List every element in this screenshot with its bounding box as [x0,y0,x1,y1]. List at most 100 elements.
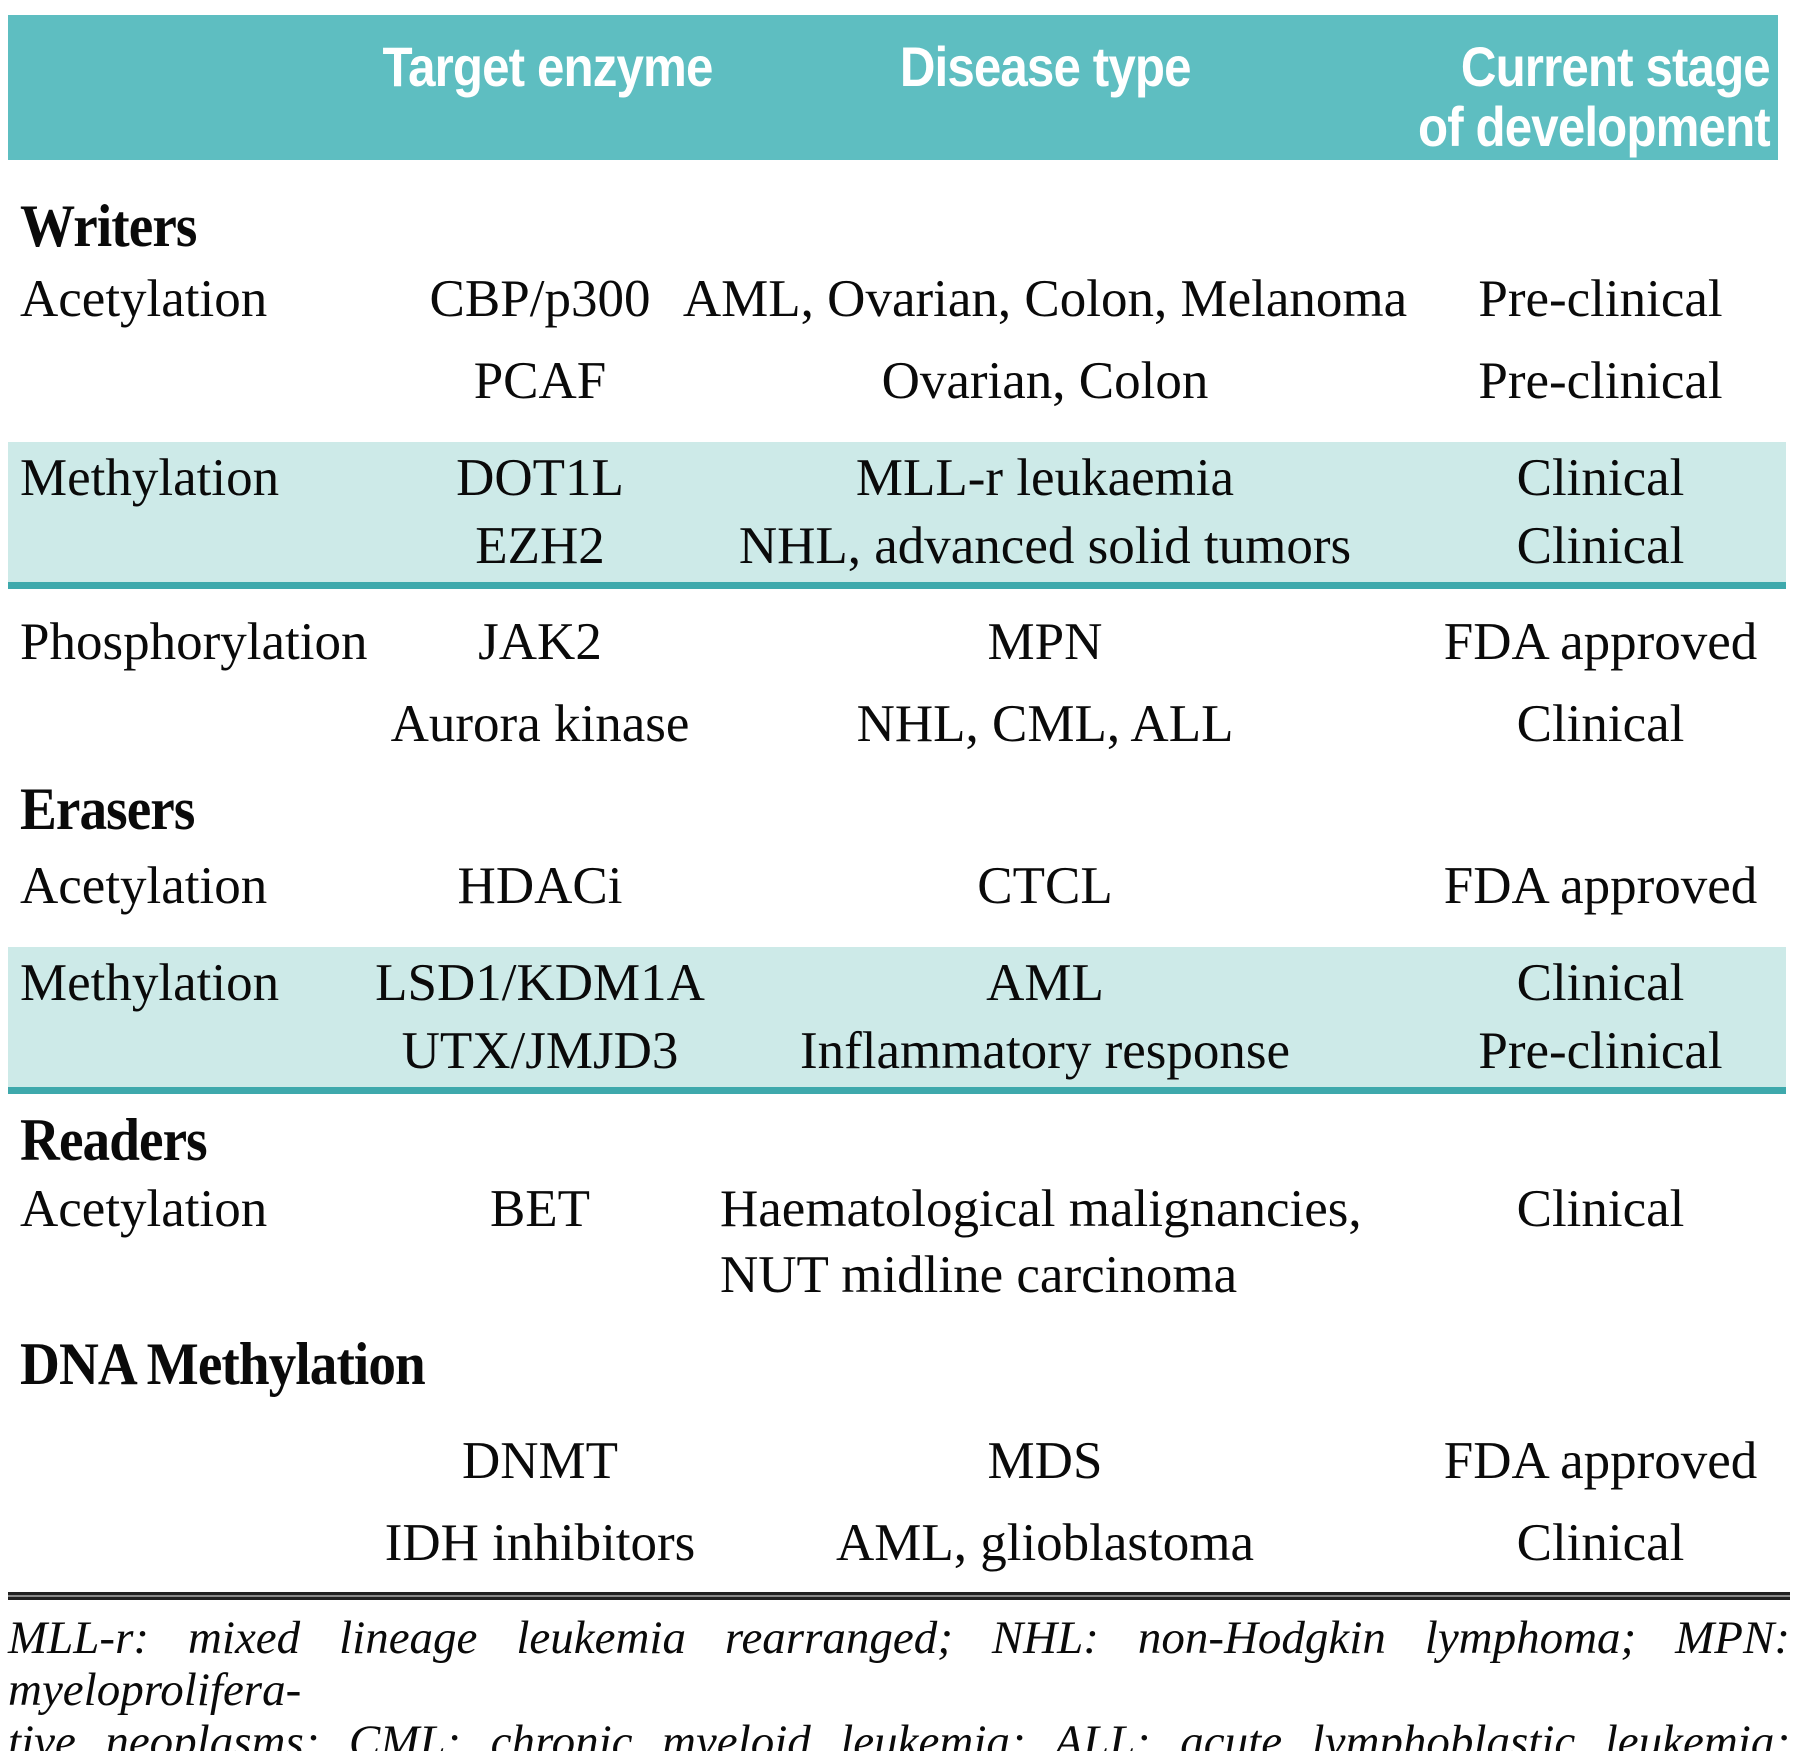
section-title-erasers: Erasers [20,775,1800,842]
highlight-band-methylation-writers: Methylation DOT1L MLL-r leukaemia Clinic… [8,442,1786,589]
cell-category: Phosphorylation [8,612,367,672]
enzyme-text: BET [489,1180,591,1238]
cell-enzyme: Aurora kinase [330,694,720,754]
stage-text: Pre-clinical [1478,270,1723,328]
cell-disease: Inflammatory response [720,1021,1370,1081]
stage-text: FDA approved [1443,613,1758,671]
cell-disease: NHL, advanced solid tumors [720,516,1370,576]
header-cell-empty [8,37,330,160]
highlight-band-methylation-erasers: Methylation LSD1/KDM1A AML Clinical UTX/… [8,947,1786,1094]
cell-stage: Pre-clinical [1370,351,1786,411]
footnote: MLL-r: mixed lineage leukemia rearranged… [8,1612,1790,1751]
section-title-dna-methylation: DNA Methylation [20,1330,1800,1397]
disease-text: AML [986,954,1104,1012]
table-row: Aurora kinase NHL, CML, ALL Clinical [8,683,1786,765]
enzyme-text: JAK2 [478,613,602,671]
cell-category: Acetylation [8,269,330,329]
cell-disease: Ovarian, Colon [720,351,1370,411]
table-row: Acetylation HDACi CTCL FDA approved [8,845,1786,927]
header-label-target-enzyme: Target enzyme [382,35,713,98]
cell-enzyme: IDH inhibitors [330,1513,720,1573]
disease-text: MPN [987,613,1103,671]
stage-text: FDA approved [1443,857,1758,915]
cell-category: Methylation [8,448,330,508]
enzyme-text: UTX/JMJD3 [401,1022,679,1080]
header-cell-disease-type: Disease type [720,37,1370,160]
footnote-line: tive neoplasms; CML: chronic myeloid leu… [8,1716,1790,1751]
table-row: IDH inhibitors AML, glioblastoma Clinica… [8,1502,1786,1584]
cell-disease: MLL-r leukaemia [720,448,1370,508]
enzyme-text: LSD1/KDM1A [375,954,705,1012]
disease-text: NHL, advanced solid tumors [738,517,1352,575]
section-title-text: Writers [20,192,197,259]
stage-text: Clinical [1516,517,1685,575]
disease-text: NHL, CML, ALL [856,695,1234,753]
section-title-text: Readers [20,1106,208,1173]
header-label-disease-type: Disease type [899,35,1192,98]
table-row: DNMT MDS FDA approved [8,1420,1786,1502]
section-title-text: Erasers [20,775,195,842]
cell-disease: MDS [720,1431,1370,1491]
stage-text: Clinical [1516,1180,1685,1238]
cell-disease: CTCL [720,856,1370,916]
header-cell-current-stage: Current stage of development [1370,37,1800,160]
header-label-current-stage: Current stage [1460,35,1771,98]
table-bottom-rule [8,1592,1790,1600]
category-text: Acetylation [20,857,268,915]
table-row: Methylation DOT1L MLL-r leukaemia Clinic… [8,444,1786,512]
header-cell-target-enzyme: Target enzyme [330,37,720,160]
enzyme-text: EZH2 [475,517,605,575]
enzyme-text: DOT1L [456,449,624,507]
cell-stage: Pre-clinical [1370,1021,1786,1081]
enzyme-text: Aurora kinase [390,695,690,753]
disease-text-line1: Haematological malignancies, [720,1180,1362,1238]
cell-category: Acetylation [8,1176,330,1242]
cell-stage: Pre-clinical [1370,269,1786,329]
disease-text: Inflammatory response [799,1022,1291,1080]
category-text: Acetylation [20,1180,268,1238]
disease-text: MLL-r leukaemia [855,449,1235,507]
enzyme-text: IDH inhibitors [384,1514,696,1572]
cell-enzyme: LSD1/KDM1A [330,953,720,1013]
stage-text: Clinical [1516,449,1685,507]
category-text: Methylation [20,449,280,507]
stage-text: FDA approved [1443,1432,1758,1490]
cell-stage: FDA approved [1370,612,1786,672]
cell-enzyme: CBP/p300 [330,269,720,329]
disease-text: CTCL [977,857,1113,915]
cell-stage: Clinical [1370,516,1786,576]
disease-text: AML, Ovarian, Colon, Melanoma [682,270,1408,328]
cell-disease: AML, glioblastoma [720,1513,1370,1573]
table-row: PCAF Ovarian, Colon Pre-clinical [8,340,1786,422]
table-header-row: Target enzyme Disease type Current stage… [8,15,1778,160]
enzyme-text: HDACi [457,857,623,915]
table-row: EZH2 NHL, advanced solid tumors Clinical [8,512,1786,580]
cell-category: Methylation [8,953,330,1013]
cell-enzyme: DOT1L [330,448,720,508]
table-row: Methylation LSD1/KDM1A AML Clinical [8,949,1786,1017]
category-text: Phosphorylation [20,613,368,671]
cell-enzyme: DNMT [330,1431,720,1491]
cell-stage: Clinical [1370,694,1786,754]
section-title-text: DNA Methylation [20,1330,426,1397]
enzyme-text: CBP/p300 [429,270,651,328]
cell-stage: Clinical [1370,953,1786,1013]
stage-text: Pre-clinical [1478,1022,1723,1080]
stage-text: Clinical [1516,1514,1685,1572]
cell-enzyme: PCAF [330,351,720,411]
cell-stage: Clinical [1370,448,1786,508]
table-row: Phosphorylation JAK2 MPN FDA approved [8,601,1786,683]
stage-text: Pre-clinical [1478,352,1723,410]
cell-stage: FDA approved [1370,856,1786,916]
table-row: Acetylation BET Haematological malignanc… [8,1172,1786,1318]
cell-disease: NHL, CML, ALL [720,694,1370,754]
cell-stage: FDA approved [1370,1431,1786,1491]
cell-enzyme: UTX/JMJD3 [330,1021,720,1081]
cell-enzyme: BET [330,1176,720,1242]
cell-disease: Haematological malignancies, NUT midline… [720,1176,1370,1308]
disease-text: Ovarian, Colon [881,352,1209,410]
cell-disease: MPN [720,612,1370,672]
section-title-readers: Readers [20,1106,1800,1173]
category-text: Acetylation [20,270,268,328]
